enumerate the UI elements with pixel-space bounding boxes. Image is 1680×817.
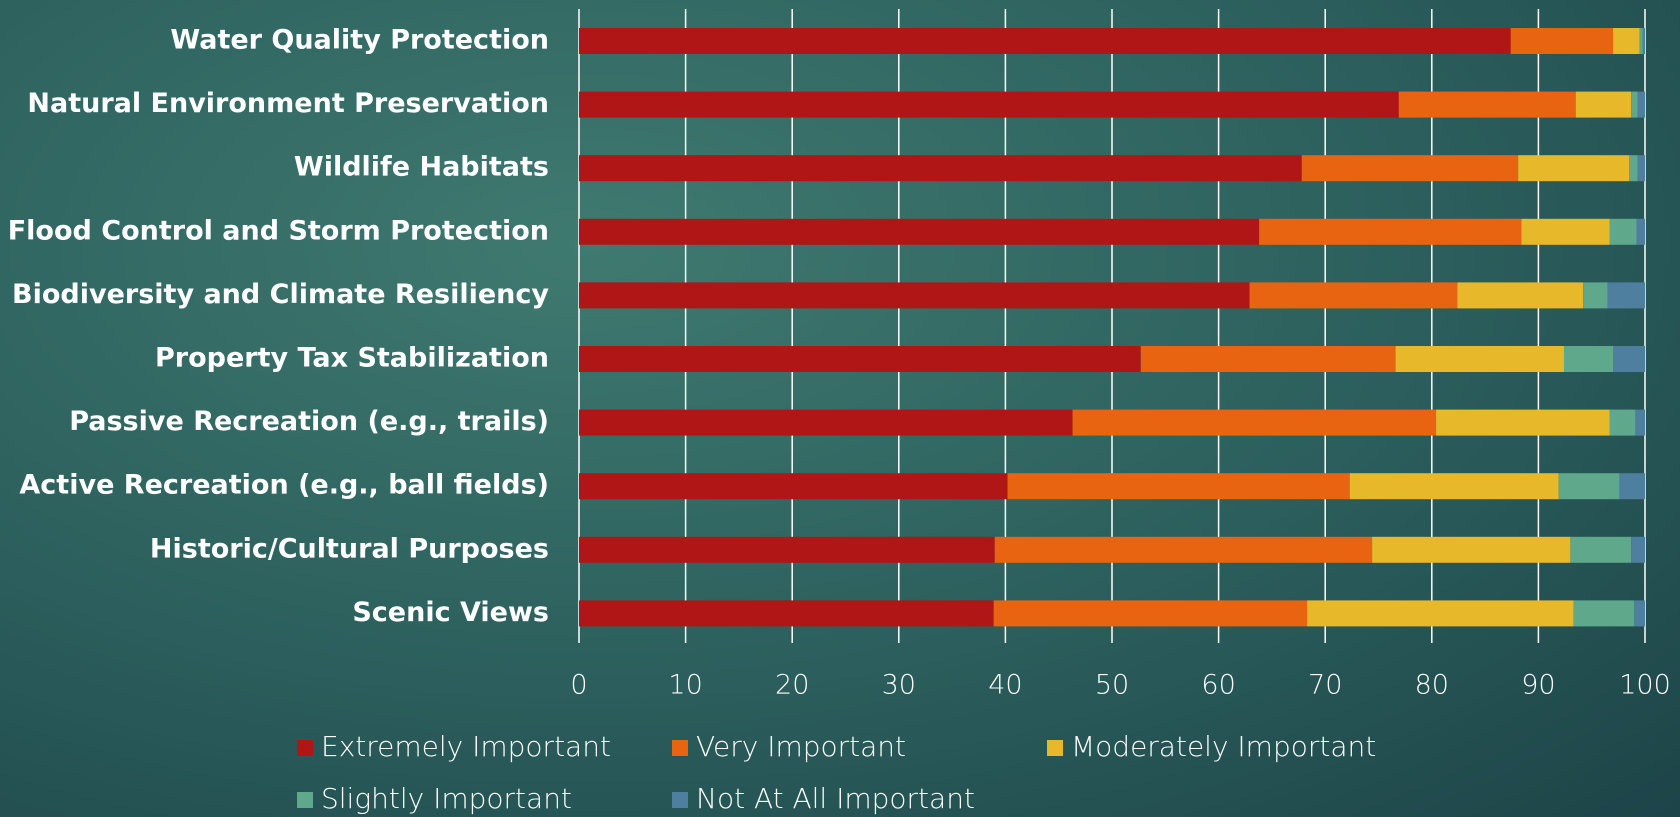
- category-label: Passive Recreation (e.g., trails): [69, 406, 549, 437]
- bar-segment: [1631, 91, 1638, 118]
- bar-segment: [1609, 409, 1636, 436]
- legend-swatch: [1047, 740, 1063, 756]
- legend-label: Extremely Important: [321, 730, 611, 763]
- bar-segment: [1634, 600, 1645, 627]
- x-tick-label: 10: [668, 670, 702, 701]
- bar-segment: [1636, 218, 1645, 245]
- bar-segment: [579, 409, 1073, 436]
- bar-segment: [579, 346, 1141, 372]
- bar-segment: [1372, 536, 1571, 563]
- bar-segment: [1613, 28, 1640, 54]
- bar-segment: [1007, 473, 1350, 500]
- legend-label: Not At All Important: [696, 782, 975, 815]
- x-tick-label: 40: [988, 670, 1022, 701]
- bar-segment: [1349, 473, 1559, 500]
- bar-segment: [579, 155, 1302, 182]
- category-label: Scenic Views: [352, 597, 549, 628]
- bar-segment: [1570, 536, 1632, 563]
- category-label: Flood Control and Storm Protection: [8, 215, 549, 246]
- category-label: Wildlife Habitats: [294, 152, 549, 183]
- x-tick-label: 30: [882, 670, 916, 701]
- bar-segment: [1607, 282, 1645, 309]
- bar-segment: [579, 28, 1511, 54]
- category-label: Historic/Cultural Purposes: [150, 533, 549, 564]
- legend-label: Slightly Important: [321, 782, 572, 815]
- bar-segment: [993, 600, 1308, 627]
- bar-segment: [1629, 155, 1638, 182]
- bar-segment: [579, 91, 1399, 118]
- bar-segment: [579, 218, 1260, 245]
- bar-segment: [1639, 28, 1643, 54]
- bar-segment: [1398, 91, 1576, 118]
- category-label: Active Recreation (e.g., ball fields): [19, 470, 549, 501]
- category-label: Biodiversity and Climate Resiliency: [12, 279, 549, 310]
- bar-segment: [1259, 218, 1522, 245]
- bar-segment: [1521, 218, 1610, 245]
- bar-segment: [1301, 155, 1519, 182]
- bar-segment: [1619, 473, 1645, 500]
- x-tick-label: 50: [1095, 670, 1129, 701]
- bar-segment: [1395, 346, 1564, 372]
- bar-segment: [1558, 473, 1620, 500]
- legend-swatch: [297, 740, 313, 756]
- bar-segment: [1457, 282, 1584, 309]
- bar-segment: [1609, 218, 1637, 245]
- bar-segment: [1637, 91, 1645, 118]
- bar-segment: [1510, 28, 1614, 54]
- bar-segment: [1140, 346, 1396, 372]
- bar-segment: [1563, 346, 1614, 372]
- legend-swatch: [297, 792, 313, 808]
- category-label: Natural Environment Preservation: [27, 88, 549, 119]
- bar-segment: [994, 536, 1373, 563]
- bar-segment: [579, 536, 995, 563]
- bar-segment: [1613, 346, 1645, 372]
- x-tick-label: 60: [1201, 670, 1235, 701]
- x-tick-label: 0: [570, 670, 587, 701]
- category-label: Property Tax Stabilization: [155, 343, 549, 374]
- bar-segment: [1436, 409, 1610, 436]
- bar-segment: [1518, 155, 1630, 182]
- bar-segment: [1249, 282, 1458, 309]
- bar-segment: [1642, 28, 1645, 54]
- x-tick-label: 70: [1308, 670, 1342, 701]
- legend-swatch: [672, 740, 688, 756]
- x-tick-label: 20: [775, 670, 809, 701]
- bar-segment: [1637, 155, 1645, 182]
- legend-swatch: [672, 792, 688, 808]
- bar-segment: [1573, 600, 1635, 627]
- category-label: Water Quality Protection: [170, 25, 549, 56]
- bar-segment: [1631, 536, 1645, 563]
- bar-segment: [579, 473, 1008, 500]
- bar-segment: [1635, 409, 1645, 436]
- bar-segment: [1307, 600, 1574, 627]
- x-tick-label: 80: [1415, 670, 1449, 701]
- bar-segment: [579, 600, 994, 627]
- bar-segment: [579, 282, 1250, 309]
- bar-segment: [1583, 282, 1608, 309]
- legend-label: Very Important: [696, 730, 906, 763]
- x-tick-label: 100: [1619, 670, 1671, 701]
- x-tick-label: 90: [1521, 670, 1555, 701]
- bar-segment: [1072, 409, 1437, 436]
- legend-label: Moderately Important: [1071, 730, 1376, 763]
- bar-segment: [1575, 91, 1632, 118]
